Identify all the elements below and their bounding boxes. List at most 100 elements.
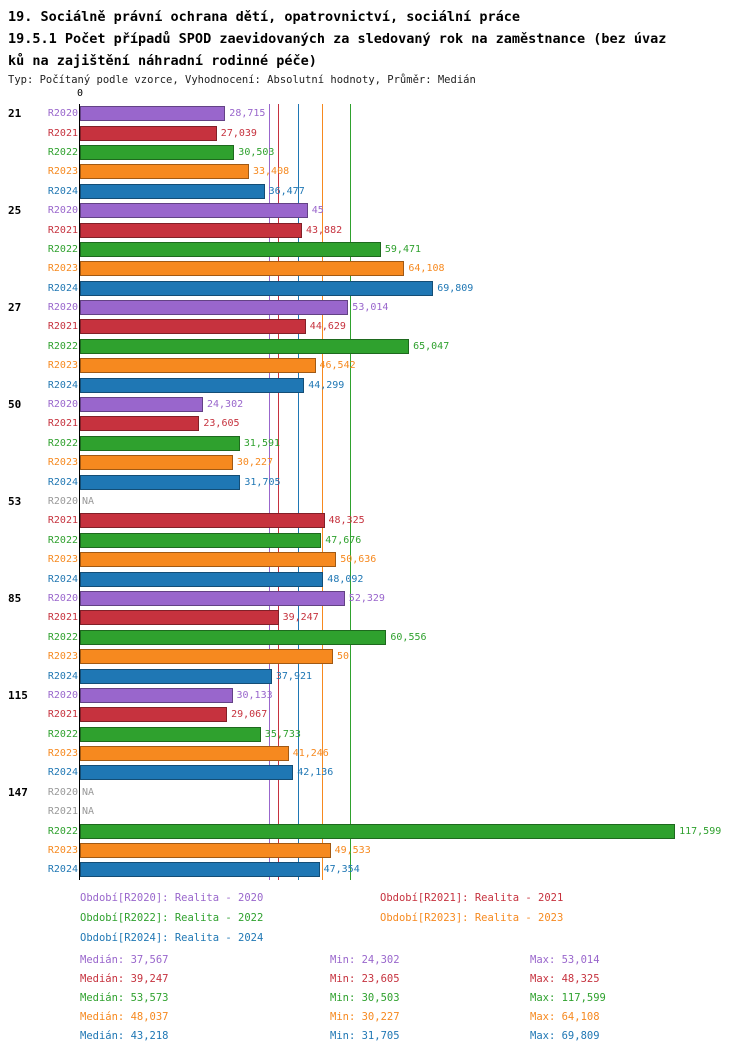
bar-zone: 44,299 (80, 377, 750, 393)
bar (80, 707, 228, 723)
bar-zone: 36,477 (80, 183, 750, 199)
bar-zone: 46,542 (80, 358, 750, 374)
series-label: R2021 (47, 127, 78, 139)
series-label: R2020 (47, 108, 78, 120)
series-label: R2021 (47, 709, 78, 721)
bar-zone: 50,636 (80, 552, 750, 568)
bar-zone: 30,133 (80, 687, 750, 703)
bar (80, 823, 676, 839)
stat-min-r2020: Min: 24,302 (330, 954, 400, 966)
legend-item-r2020: Období[R2020]: Realita - 2020 (80, 892, 264, 904)
category-label: 27 (8, 301, 22, 315)
na-value-label: NA (82, 806, 95, 818)
bar-row: R2023 41,246 (0, 744, 750, 763)
bar-value-label: 28,715 (229, 108, 266, 120)
stat-min-r2024: Min: 31,705 (330, 1030, 400, 1042)
stat-min-r2021: Min: 23,605 (330, 973, 400, 985)
stat-min-r2022: Min: 30,503 (330, 992, 400, 1004)
bar-zone: 42,136 (80, 765, 750, 781)
series-label: R2023 (47, 845, 78, 857)
bar-zone: 69,809 (80, 280, 750, 296)
na-value-label: NA (82, 786, 95, 798)
bar (80, 183, 265, 199)
bar (80, 261, 405, 277)
series-label: R2022 (47, 728, 78, 740)
bar-zone: 30,227 (80, 455, 750, 471)
bar-value-label: 24,302 (207, 399, 244, 411)
bar-value-label: 53,014 (352, 302, 389, 314)
category-label: 53 (8, 495, 22, 508)
series-label: R2020 (47, 786, 78, 798)
bar (80, 358, 316, 374)
median-line-r2024 (297, 104, 299, 880)
bar-zone: 29,067 (80, 707, 750, 723)
bar-row: R2024 48,092 (0, 569, 750, 588)
bar (80, 765, 294, 781)
bar-row: R2024 47,354 (0, 860, 750, 879)
category-label: 50 (8, 398, 22, 412)
bar (80, 843, 331, 859)
series-label: R2024 (47, 864, 78, 876)
bar (80, 668, 272, 684)
chart-title-line2: 19.5.1 Počet případů SPOD zaevidovaných … (8, 31, 667, 47)
bar-value-label: 60,556 (390, 631, 427, 643)
stat-median-r2024: Medián: 43,218 (80, 1030, 169, 1042)
bar-value-label: 50,636 (340, 554, 377, 566)
bar-value-label: 50 (337, 651, 350, 663)
bar-row: R2022 65,047 (0, 337, 750, 356)
bar-value-label: 117,599 (679, 825, 722, 837)
bar-zone: NA (80, 806, 750, 817)
bar-row: R2021 43,882 (0, 220, 750, 239)
bar (80, 455, 233, 471)
legend-item-r2021: Období[R2021]: Realita - 2021 (380, 892, 564, 904)
stat-max-r2022: Max: 117,599 (530, 992, 606, 1004)
bar-value-label: 47,676 (325, 534, 362, 546)
bar-row: R2024 44,299 (0, 375, 750, 394)
bar (80, 280, 434, 296)
series-label: R2023 (47, 360, 78, 372)
series-label: R2022 (47, 243, 78, 255)
category-label: 115 (8, 688, 28, 702)
category-label: 85 (8, 591, 22, 605)
bar-zone: 39,247 (80, 610, 750, 626)
bar (80, 377, 305, 393)
bar-row: R2022 30,503 (0, 143, 750, 162)
bar-zone: 47,676 (80, 532, 750, 548)
bar-value-label: 46,542 (319, 360, 356, 372)
bar-row: R2022 47,676 (0, 531, 750, 550)
bar (80, 726, 261, 742)
bar-zone: 41,246 (80, 746, 750, 762)
bar-zone: 60,556 (80, 629, 750, 645)
series-label: R2020 (47, 302, 78, 314)
bar (80, 125, 217, 141)
category-label: 147 (8, 785, 28, 799)
series-label: R2021 (47, 612, 78, 624)
bar-value-label: 44,299 (308, 379, 345, 391)
bar-row: R2021 23,605 (0, 414, 750, 433)
bar-zone: 59,471 (80, 241, 750, 257)
bar-value-label: 65,047 (413, 340, 450, 352)
series-label: R2023 (47, 457, 78, 469)
bar-value-label: 36,477 (268, 185, 305, 197)
bar-value-label: 48,325 (328, 515, 365, 527)
bar-zone: 117,599 (80, 823, 750, 839)
bar (80, 106, 226, 122)
chart-subtitle: Typ: Počítaný podle vzorce, Vyhodnocení:… (8, 74, 476, 86)
stat-max-r2020: Max: 53,014 (530, 954, 600, 966)
bar-zone: 64,108 (80, 261, 750, 277)
bar-row: R2024 31,705 (0, 472, 750, 491)
series-label: R2024 (47, 767, 78, 779)
series-label: R2021 (47, 515, 78, 527)
bar-rows-layer: 21 R2020 28,715 R2021 27,039 R2022 30,503 R2023… (0, 104, 750, 880)
series-label: R2020 (47, 689, 78, 701)
stat-median-r2023: Medián: 48,037 (80, 1011, 169, 1023)
bar (80, 338, 410, 354)
bar-row: 85 R2020 52,329 (0, 589, 750, 608)
bar-value-label: 52,329 (348, 592, 385, 604)
bar-zone: 24,302 (80, 397, 750, 413)
bar-value-label: 42,136 (297, 767, 334, 779)
na-value-label: NA (82, 496, 95, 507)
median-line-r2020 (269, 104, 271, 880)
series-label: R2020 (47, 205, 78, 217)
